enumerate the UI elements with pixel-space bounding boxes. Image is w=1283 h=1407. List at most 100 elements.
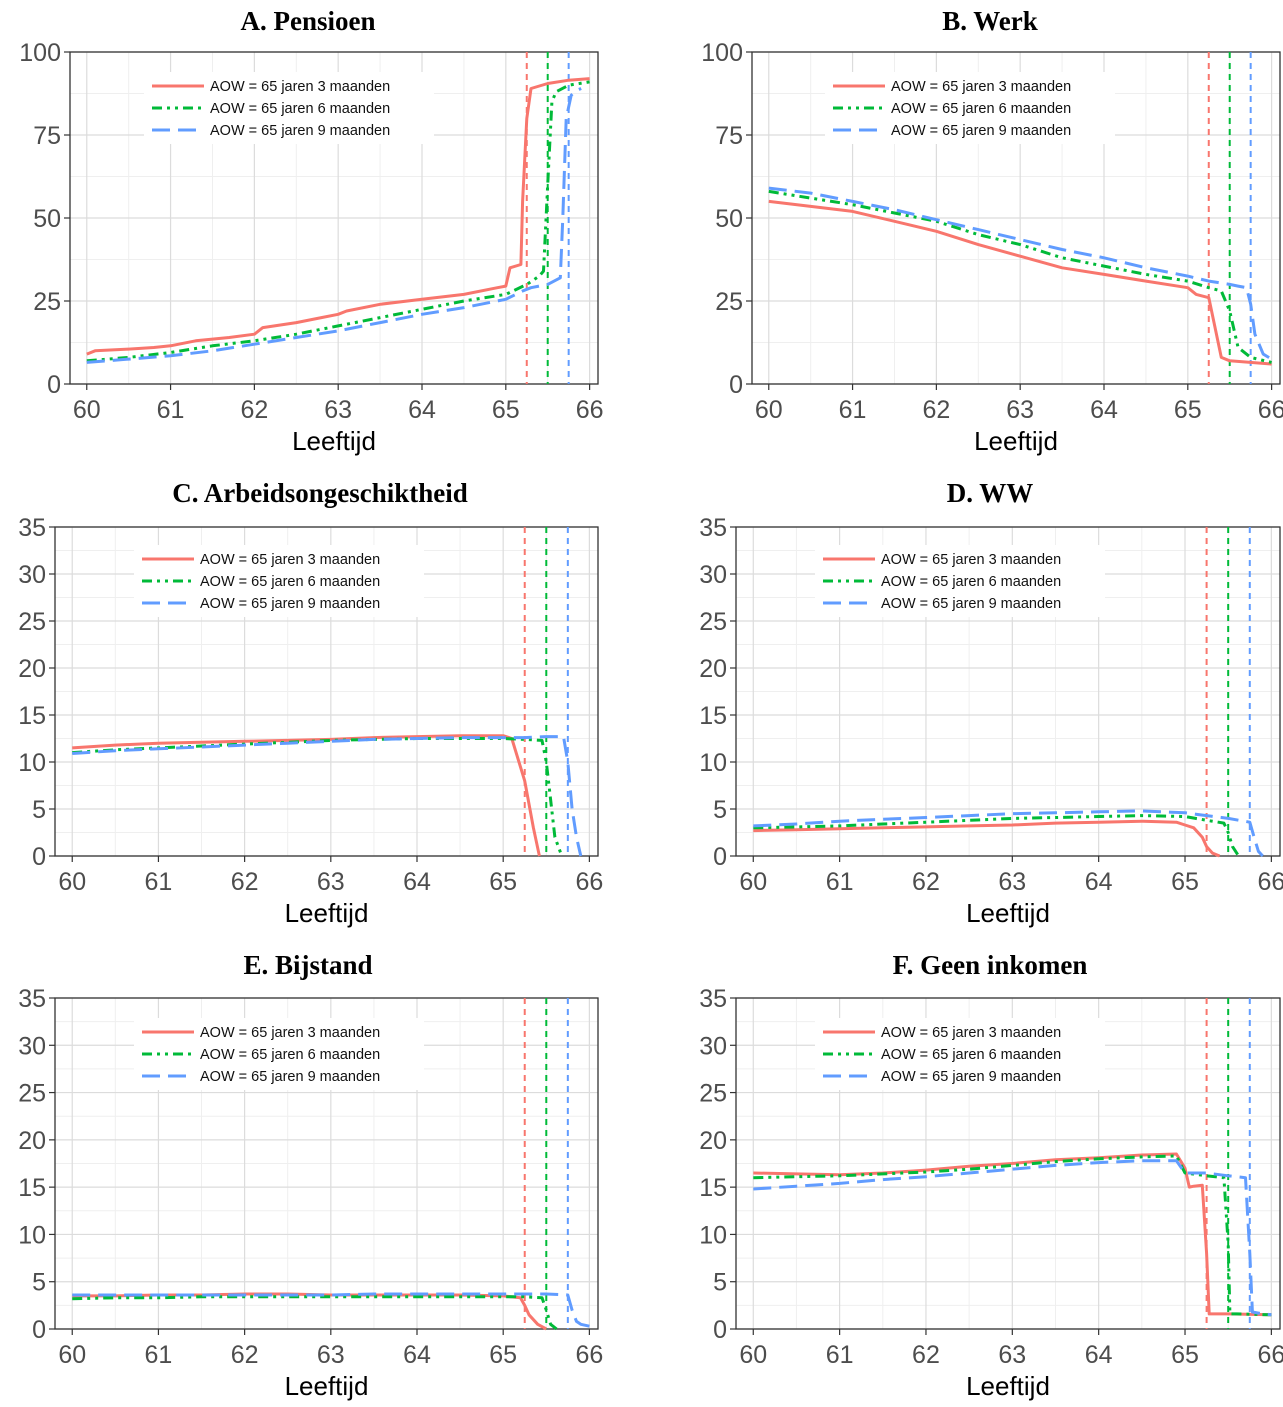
panel-4: 60 61 62 63 64 65 66 0 5 10 15 20 25 30 35 Leeftijd AOW …	[18, 985, 603, 1401]
x-tick-label: 62	[231, 1341, 259, 1369]
y-tick-label: 25	[699, 608, 727, 636]
x-tick-label: 61	[826, 1341, 854, 1369]
x-tick-label: 60	[58, 1341, 86, 1369]
y-tick-label: 5	[32, 796, 46, 824]
panel-title-e: E. Bijstand	[243, 950, 373, 980]
y-tick-label: 35	[699, 514, 727, 542]
series-line	[72, 735, 583, 857]
y-tick-label: 75	[33, 122, 61, 150]
y-tick-label: 100	[19, 39, 61, 67]
x-tick-label: 63	[1006, 396, 1034, 424]
x-tick-label: 65	[1171, 1341, 1199, 1369]
x-tick-label: 61	[839, 396, 867, 424]
legend-label: AOW = 65 jaren 6 maanden	[210, 101, 390, 117]
legend-label: AOW = 65 jaren 6 maanden	[881, 1047, 1061, 1063]
x-tick-label: 66	[1258, 396, 1283, 424]
x-tick-label: 63	[324, 396, 352, 424]
x-tick-label: 61	[157, 396, 185, 424]
x-tick-label: 65	[489, 1341, 517, 1369]
series-line	[72, 737, 564, 857]
legend-label: AOW = 65 jaren 9 maanden	[200, 596, 380, 612]
series-line	[753, 819, 1221, 858]
series-line	[86, 80, 590, 363]
panel-5: 60 61 62 63 64 65 66 0 5 10 15 20 25 30 35 Leeftijd AOW …	[699, 985, 1283, 1401]
y-tick-label: 100	[701, 39, 743, 67]
y-tick-label: 50	[715, 205, 743, 233]
plot-border	[54, 526, 599, 857]
y-tick-label: 0	[713, 1316, 727, 1344]
x-axis-label: Leeftijd	[974, 426, 1058, 456]
legend-label: AOW = 65 jaren 6 maanden	[881, 574, 1061, 590]
y-tick-label: 0	[47, 371, 61, 399]
panel-2: 60 61 62 63 64 65 66 0 5 10 15 20 25 30 35 Leeftijd AOW …	[18, 514, 603, 928]
x-axis-label: Leeftijd	[285, 1371, 369, 1401]
y-tick-label: 10	[18, 1221, 46, 1249]
legend-label: AOW = 65 jaren 9 maanden	[891, 123, 1071, 139]
series-line	[768, 186, 1273, 361]
x-axis-label: Leeftijd	[285, 898, 369, 928]
legend-label: AOW = 65 jaren 9 maanden	[210, 123, 390, 139]
x-tick-label: 66	[1257, 1341, 1283, 1369]
x-tick-label: 65	[492, 396, 520, 424]
x-tick-label: 65	[1171, 868, 1199, 896]
y-tick-label: 20	[699, 655, 727, 683]
y-tick-label: 15	[699, 702, 727, 730]
plot-border	[735, 526, 1281, 857]
series-line	[72, 1292, 590, 1328]
x-tick-label: 60	[73, 396, 101, 424]
panel-title-a: A. Pensioen	[240, 6, 376, 36]
panel-3: 60 61 62 63 64 65 66 0 5 10 15 20 25 30 35 Leeftijd AOW …	[699, 514, 1283, 928]
series-line	[753, 809, 1264, 858]
legend-label: AOW = 65 jaren 9 maanden	[881, 596, 1061, 612]
legend-label: AOW = 65 jaren 3 maanden	[881, 552, 1061, 568]
legend: AOW = 65 jaren 3 maanden AOW = 65 jaren 6…	[134, 545, 424, 617]
y-tick-label: 20	[699, 1127, 727, 1155]
y-tick-label: 25	[18, 1080, 46, 1108]
x-tick-label: 63	[317, 868, 345, 896]
x-tick-label: 62	[912, 868, 940, 896]
legend: AOW = 65 jaren 3 maanden AOW = 65 jaren 6…	[825, 72, 1115, 144]
x-tick-label: 63	[317, 1341, 345, 1369]
panel-title-f: F. Geen inkomen	[892, 950, 1088, 980]
y-tick-label: 25	[33, 288, 61, 316]
y-tick-label: 15	[18, 1174, 46, 1202]
panel-title-d: D. WW	[946, 478, 1034, 508]
x-tick-label: 62	[240, 396, 268, 424]
legend-label: AOW = 65 jaren 6 maanden	[200, 574, 380, 590]
series-line	[768, 189, 1272, 364]
y-tick-label: 25	[715, 288, 743, 316]
y-tick-label: 15	[18, 702, 46, 730]
y-tick-label: 10	[699, 1221, 727, 1249]
legend: AOW = 65 jaren 3 maanden AOW = 65 jaren 6…	[144, 72, 434, 144]
legend-label: AOW = 65 jaren 3 maanden	[891, 79, 1071, 95]
y-tick-label: 30	[18, 561, 46, 589]
y-tick-label: 0	[713, 843, 727, 871]
x-tick-label: 60	[739, 1341, 767, 1369]
y-tick-label: 50	[33, 205, 61, 233]
x-tick-label: 65	[489, 868, 517, 896]
x-tick-label: 64	[1085, 1341, 1113, 1369]
x-tick-label: 64	[1085, 868, 1113, 896]
x-tick-label: 65	[1174, 396, 1202, 424]
x-tick-label: 62	[912, 1341, 940, 1369]
y-tick-label: 35	[18, 985, 46, 1013]
legend-label: AOW = 65 jaren 6 maanden	[891, 101, 1071, 117]
legend-label: AOW = 65 jaren 9 maanden	[200, 1069, 380, 1085]
y-tick-label: 0	[32, 843, 46, 871]
y-tick-label: 10	[699, 749, 727, 777]
x-tick-label: 61	[145, 1341, 173, 1369]
y-tick-label: 5	[713, 796, 727, 824]
x-tick-label: 66	[1257, 868, 1283, 896]
y-tick-label: 25	[699, 1080, 727, 1108]
y-tick-label: 15	[699, 1174, 727, 1202]
x-tick-label: 64	[408, 396, 436, 424]
series-line	[86, 77, 590, 356]
panel-0: 60 61 62 63 64 65 66 0 25 50 75 100 Leeftijd AOW = 65…	[19, 39, 603, 456]
x-tick-label: 62	[922, 396, 950, 424]
panel-title-b: B. Werk	[942, 6, 1038, 36]
series-line	[72, 734, 541, 857]
x-tick-label: 66	[576, 396, 604, 424]
legend-label: AOW = 65 jaren 3 maanden	[881, 1025, 1061, 1041]
y-tick-label: 75	[715, 122, 743, 150]
legend-label: AOW = 65 jaren 9 maanden	[881, 1069, 1061, 1085]
